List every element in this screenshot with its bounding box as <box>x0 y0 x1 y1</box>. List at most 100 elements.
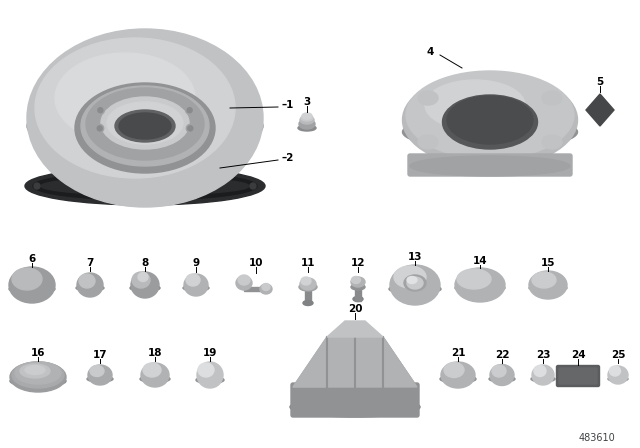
Polygon shape <box>327 321 383 337</box>
Ellipse shape <box>10 375 66 387</box>
Text: 16: 16 <box>31 348 45 358</box>
Ellipse shape <box>12 362 64 388</box>
Text: 4: 4 <box>426 47 434 57</box>
Ellipse shape <box>302 113 312 119</box>
Text: 11: 11 <box>301 258 316 268</box>
Circle shape <box>186 125 195 132</box>
Text: 25: 25 <box>611 350 625 360</box>
Ellipse shape <box>410 156 570 176</box>
FancyBboxPatch shape <box>408 154 572 176</box>
Polygon shape <box>383 337 417 387</box>
Text: 13: 13 <box>408 252 422 262</box>
Bar <box>305 289 311 303</box>
Ellipse shape <box>238 275 250 285</box>
Ellipse shape <box>492 365 506 377</box>
Ellipse shape <box>77 273 103 297</box>
Text: 10: 10 <box>249 258 263 268</box>
Text: 15: 15 <box>541 258 556 268</box>
Ellipse shape <box>143 363 161 377</box>
Text: 12: 12 <box>351 258 365 268</box>
Ellipse shape <box>299 119 315 129</box>
Polygon shape <box>586 94 614 126</box>
Ellipse shape <box>27 98 263 154</box>
Circle shape <box>98 108 103 113</box>
Ellipse shape <box>41 177 249 195</box>
Ellipse shape <box>198 363 214 377</box>
Ellipse shape <box>407 276 417 284</box>
Circle shape <box>186 106 194 114</box>
Ellipse shape <box>457 269 491 289</box>
Ellipse shape <box>35 38 235 178</box>
Ellipse shape <box>138 272 148 281</box>
Ellipse shape <box>532 365 554 385</box>
Ellipse shape <box>262 284 270 290</box>
Text: 9: 9 <box>193 258 200 268</box>
Circle shape <box>188 126 193 131</box>
Ellipse shape <box>140 375 170 383</box>
Ellipse shape <box>130 284 160 292</box>
Ellipse shape <box>183 285 209 291</box>
Ellipse shape <box>303 301 313 306</box>
Text: 3: 3 <box>303 97 310 107</box>
Ellipse shape <box>351 276 360 284</box>
Ellipse shape <box>197 362 223 388</box>
FancyBboxPatch shape <box>557 366 600 387</box>
Circle shape <box>142 172 148 178</box>
FancyBboxPatch shape <box>291 383 419 417</box>
Text: 8: 8 <box>141 258 148 268</box>
Ellipse shape <box>442 95 538 149</box>
Text: –1: –1 <box>282 100 294 110</box>
Ellipse shape <box>15 362 61 384</box>
Ellipse shape <box>455 268 505 302</box>
Ellipse shape <box>444 362 464 378</box>
Ellipse shape <box>418 135 438 149</box>
Ellipse shape <box>9 267 55 303</box>
Ellipse shape <box>394 266 426 288</box>
Text: 21: 21 <box>451 348 465 358</box>
Ellipse shape <box>529 284 567 292</box>
Ellipse shape <box>440 375 476 383</box>
Ellipse shape <box>406 71 574 159</box>
Circle shape <box>250 183 256 189</box>
Text: 14: 14 <box>473 256 487 266</box>
Ellipse shape <box>389 284 441 294</box>
Text: 24: 24 <box>571 350 586 360</box>
Polygon shape <box>293 337 417 387</box>
Circle shape <box>142 194 148 200</box>
Ellipse shape <box>20 364 50 378</box>
Ellipse shape <box>441 362 475 388</box>
Text: 5: 5 <box>596 77 604 87</box>
Ellipse shape <box>79 274 95 288</box>
Bar <box>244 287 266 291</box>
Ellipse shape <box>609 366 621 376</box>
Text: 6: 6 <box>28 254 36 264</box>
Ellipse shape <box>300 278 316 290</box>
Ellipse shape <box>101 97 189 149</box>
Polygon shape <box>293 337 327 387</box>
Circle shape <box>96 125 104 132</box>
Ellipse shape <box>290 397 420 417</box>
Ellipse shape <box>489 376 515 382</box>
Ellipse shape <box>141 363 169 387</box>
Ellipse shape <box>351 284 365 290</box>
Text: –2: –2 <box>282 153 294 163</box>
Text: 22: 22 <box>495 350 509 360</box>
Ellipse shape <box>27 29 263 207</box>
Ellipse shape <box>542 91 562 105</box>
Ellipse shape <box>403 115 577 150</box>
Ellipse shape <box>298 125 316 131</box>
Circle shape <box>97 106 104 114</box>
Ellipse shape <box>131 272 159 298</box>
Circle shape <box>187 108 192 113</box>
Circle shape <box>97 126 102 131</box>
Text: 483610: 483610 <box>579 433 615 443</box>
Bar <box>355 287 361 301</box>
FancyBboxPatch shape <box>559 368 597 384</box>
Ellipse shape <box>531 376 555 382</box>
Ellipse shape <box>87 376 113 382</box>
Text: 7: 7 <box>86 258 93 268</box>
Ellipse shape <box>490 365 514 385</box>
Ellipse shape <box>299 283 317 291</box>
Text: 20: 20 <box>348 304 362 314</box>
Ellipse shape <box>407 277 423 289</box>
